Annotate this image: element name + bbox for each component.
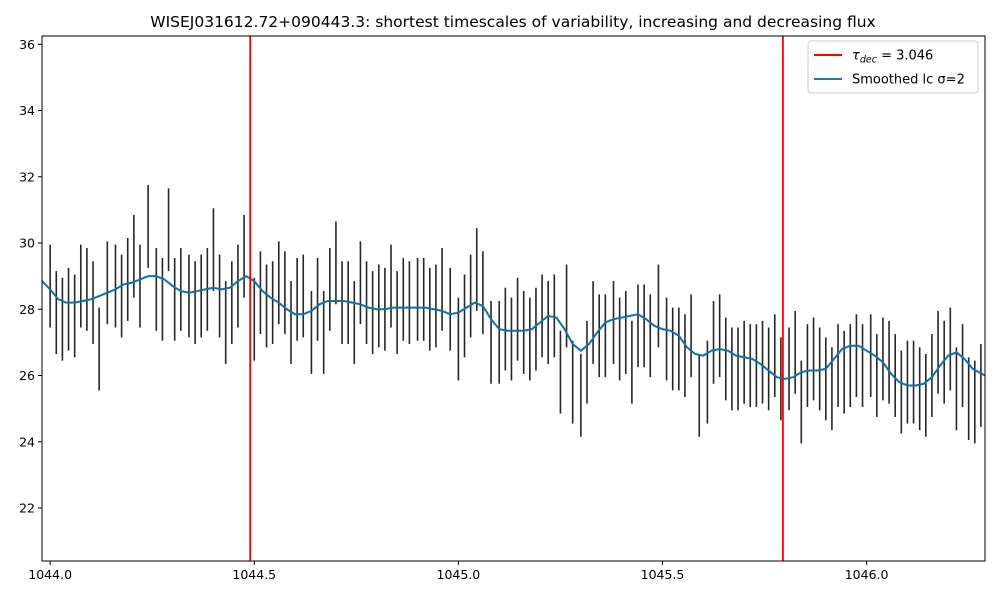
x-tick-label: 1045.5 <box>641 567 685 582</box>
y-tick-label: 24 <box>19 434 35 449</box>
legend-label: τdec = 3.046 <box>852 49 933 66</box>
x-tick-label: 1046.0 <box>845 567 889 582</box>
error-bars <box>49 185 982 444</box>
chart-title: WISEJ031612.72+090443.3: shortest timesc… <box>150 13 875 31</box>
x-tick-label: 1044.0 <box>28 567 72 582</box>
x-tick-label: 1044.5 <box>232 567 276 582</box>
y-tick-label: 26 <box>19 368 35 383</box>
y-tick-label: 28 <box>19 302 35 317</box>
legend-label-sub: dec <box>860 55 878 66</box>
y-tick-label: 34 <box>19 103 35 118</box>
y-tick-label: 36 <box>19 37 35 52</box>
legend: τdec = 3.046 Smoothed lc σ=2 <box>807 40 979 94</box>
smoothed-lc-line <box>42 274 985 387</box>
x-tick-label: 1045.0 <box>437 567 481 582</box>
legend-label-rest: = 3.046 <box>877 49 933 64</box>
y-tick-label: 30 <box>19 236 35 251</box>
axes-frame <box>41 35 986 562</box>
legend-label: Smoothed lc σ=2 <box>852 73 965 88</box>
legend-box <box>807 40 979 94</box>
y-tick-label: 32 <box>19 169 35 184</box>
plot-area: 1044.0 1044.5 1045.0 1045.5 1046.0 22 24 26 28 30… <box>19 35 986 582</box>
legend-label-main: Smoothed lc σ=2 <box>852 73 965 88</box>
legend-label-main: τ <box>852 49 860 64</box>
y-tick-label: 22 <box>19 501 35 516</box>
data-marks <box>42 36 985 561</box>
